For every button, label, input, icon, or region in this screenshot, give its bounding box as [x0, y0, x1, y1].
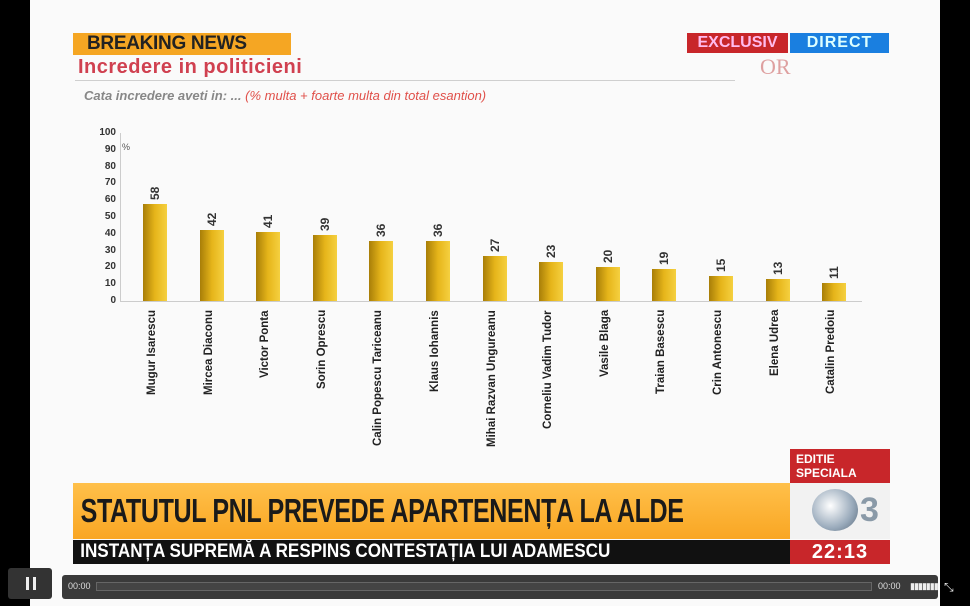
data-label: 19	[657, 251, 672, 266]
pause-icon-bar	[33, 577, 36, 590]
data-label: 41	[261, 214, 276, 229]
bar	[652, 269, 677, 301]
seek-bar[interactable]	[96, 582, 872, 591]
y-axis-label: %	[122, 142, 131, 152]
x-axis	[120, 301, 862, 302]
bar	[539, 262, 564, 301]
duration: 00:00	[878, 581, 901, 591]
y-tick-label: 50	[104, 211, 116, 222]
y-tick-label: 80	[104, 160, 116, 172]
editie-speciala-badge: EDITIE SPECIALA	[790, 449, 890, 483]
bar	[595, 267, 620, 301]
y-tick-label: 100	[99, 127, 116, 138]
bar	[312, 235, 337, 301]
data-label: 42	[204, 213, 219, 227]
exit-fullscreen-icon[interactable]: ⤡	[944, 580, 954, 594]
chart-subtitle: Cata incredere aveti in: ... (% multa + …	[84, 88, 486, 103]
breaking-news-badge: BREAKING NEWS	[73, 33, 291, 55]
bar	[426, 240, 450, 301]
y-tick-label: 40	[104, 227, 116, 239]
y-tick-label: 30	[104, 244, 116, 256]
x-tick-label: Mugur Isarescu	[146, 310, 158, 395]
data-label: 27	[487, 238, 502, 252]
bar	[822, 282, 847, 301]
data-label: 13	[770, 261, 785, 276]
x-tick-label: Mircea Diaconu	[202, 310, 215, 395]
volume-icon[interactable]: ▮▮▮▮▮▮▮	[910, 581, 939, 591]
player-controls: 00:00 00:00 ▮▮▮▮▮▮▮	[62, 575, 939, 599]
y-tick-label: 90	[104, 143, 116, 155]
subtitle-question: Cata incredere aveti in: ...	[84, 88, 242, 103]
headline-banner: STATUTUL PNL PREVEDE APARTENENȚA LA ALDE	[73, 483, 790, 539]
bar	[199, 230, 224, 301]
data-label: 39	[317, 218, 332, 232]
data-label: 20	[600, 250, 615, 264]
y-tick-label: 10	[104, 278, 116, 290]
news-ticker: INSTANȚA SUPREMĂ A RESPINS CONTESTAȚIA L…	[73, 540, 790, 564]
data-label: 11	[827, 265, 842, 279]
pollster-logo: OR	[760, 54, 791, 79]
x-tick-label: Mihai Razvan Ungureanu	[485, 310, 498, 447]
x-tick-label: Elena Udrea	[768, 310, 781, 377]
current-time: 00:00	[68, 581, 91, 591]
chart-title: Incredere in politicieni	[78, 56, 303, 78]
x-tick-label: Calin Popescu Tariceanu	[372, 310, 385, 446]
data-label: 23	[544, 245, 559, 259]
data-label: 58	[148, 186, 162, 200]
x-tick-label: Corneliu Vadim Tudor	[542, 310, 555, 429]
data-label: 36	[374, 223, 389, 237]
clock: 22:13	[790, 540, 890, 564]
bar	[765, 279, 790, 301]
y-tick-label: 20	[104, 261, 116, 273]
y-tick-label: 0	[110, 295, 116, 306]
globe-icon	[812, 489, 858, 531]
subtitle-note: (% multa + foarte multa din total esanti…	[245, 88, 487, 103]
bar	[256, 232, 281, 301]
y-tick-label: 60	[104, 194, 116, 206]
x-tick-label: Vasile Blaga	[598, 310, 611, 378]
ticker-text: INSTANȚA SUPREMĂ A RESPINS CONTESTAȚIA L…	[80, 541, 611, 562]
channel-logo-number: 3	[860, 491, 879, 529]
headline-text: STATUTUL PNL PREVEDE APARTENENȚA LA ALDE	[80, 492, 684, 529]
direct-badge: DIRECT	[790, 33, 889, 53]
bar	[482, 255, 507, 301]
bar	[143, 203, 167, 301]
exclusiv-badge: EXCLUSIV	[687, 33, 788, 53]
bar	[369, 240, 394, 301]
title-divider	[75, 80, 735, 81]
bar	[709, 275, 733, 301]
x-tick-label: Traian Basescu	[655, 310, 668, 395]
x-tick-label: Klaus Iohannis	[429, 310, 441, 392]
y-tick-label: 70	[104, 177, 116, 189]
x-tick-label: Crin Antonescu	[712, 310, 724, 396]
data-label: 36	[431, 223, 445, 237]
pause-button[interactable]	[8, 568, 52, 599]
y-axis	[120, 133, 121, 302]
x-tick-label: Victor Ponta	[259, 310, 272, 378]
data-label: 15	[714, 258, 728, 272]
pause-icon	[26, 577, 29, 590]
x-tick-label: Sorin Oprescu	[315, 310, 328, 390]
x-tick-label: Catalin Predoiu	[825, 310, 838, 395]
